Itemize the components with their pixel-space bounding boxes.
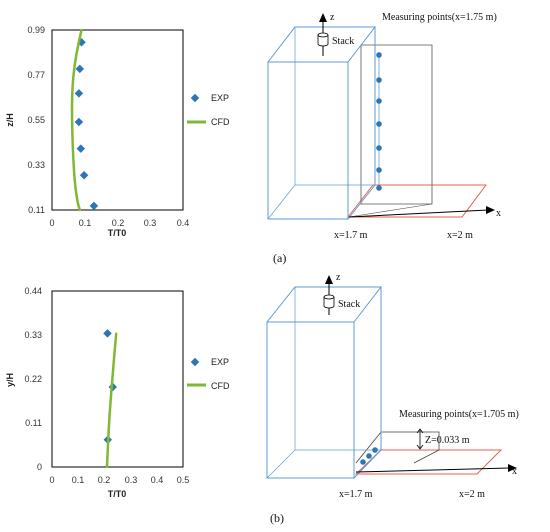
data-point-exp: [74, 89, 84, 98]
x-tick-labels: 0 0.1 0.2 0.3 0.4 0.5: [49, 475, 189, 485]
x-position-label-2: x=2 m: [459, 489, 485, 500]
measuring-points-label: Measuring points(x=1.705 m): [399, 409, 519, 420]
data-point-exp: [76, 144, 86, 153]
domain-diagram-b: z x Stack Z=0.033 m Measuring points(x=1…: [266, 272, 519, 525]
x-tick-label: 0.3: [144, 218, 157, 228]
x-axis-label: T/T0: [108, 489, 127, 499]
x-position-label-1: x=1.7 m: [339, 489, 373, 500]
data-point-exp: [89, 201, 99, 211]
y-tick-label: 0.33: [24, 330, 42, 340]
series-marks: [103, 329, 118, 469]
x-axis-arrow-icon: [508, 464, 517, 472]
z-axis-arrow-icon: [325, 275, 333, 284]
data-point-exp: [75, 64, 85, 74]
series-line-cfd: [70, 28, 83, 212]
y-tick-label: 0.11: [25, 418, 42, 428]
y-tick-label: 0.99: [27, 25, 45, 35]
x-axis: [348, 209, 489, 218]
stack-label: Stack: [338, 299, 360, 310]
z-axis-arrow-icon: [319, 13, 327, 22]
series-line-cfd: [105, 332, 118, 469]
y-tick-label: 0.77: [27, 70, 45, 80]
x-tick-label: 0.4: [177, 218, 190, 228]
measuring-points: [360, 447, 378, 465]
data-point-exp: [79, 170, 89, 180]
data-point-exp: [103, 329, 112, 338]
x-axis-label: T/T0: [108, 228, 127, 238]
stack-icon: [317, 32, 329, 47]
legend-exp-label: EXP: [211, 357, 229, 367]
legend: EXP CFD: [187, 357, 230, 391]
measuring-plane: [360, 44, 433, 205]
x-tick-label: 0.5: [177, 475, 190, 485]
y-tick-label: 0.33: [27, 160, 45, 170]
chart-a: 0.11 0.33 0.55 0.77 0.99 0 0.1 0.2 0.3 0…: [5, 25, 230, 238]
stack-icon: [323, 294, 335, 309]
y-axis-label: y/H: [5, 373, 15, 387]
y-tick-label: 0: [37, 462, 42, 472]
x-tick-label: 0: [49, 475, 54, 485]
measuring-points-label: Measuring points(x=1.75 m): [382, 12, 497, 23]
legend-cfd-label: CFD: [211, 381, 230, 391]
y-tick-labels: 0 0.11 0.22 0.33 0.44: [24, 286, 42, 472]
legend-exp-marker: [190, 93, 200, 103]
measuring-plane-edge: [348, 203, 433, 218]
x-position-label-2: x=2 m: [447, 230, 473, 241]
y-tick-label: 0.11: [28, 205, 45, 215]
floor-plate: [346, 184, 487, 218]
x-tick-label: 0: [49, 218, 54, 228]
stack-label: Stack: [332, 36, 354, 47]
x-axis-label: x: [496, 208, 501, 219]
x-tick-label: 0.2: [98, 475, 111, 485]
x-tick-label: 0.2: [112, 218, 125, 228]
z-dimension-marker: [416, 428, 424, 450]
z-axis-label: z: [330, 12, 335, 23]
data-point-exp: [74, 117, 84, 127]
x-tick-label: 0.3: [125, 475, 138, 485]
x-axis-label: x: [512, 466, 517, 477]
x-tick-label: 0.1: [72, 475, 85, 485]
building-box: [266, 286, 383, 479]
plot-area-frame: [51, 29, 184, 211]
x-tick-labels: 0 0.1 0.2 0.3 0.4: [49, 218, 189, 228]
legend: EXP CFD: [187, 93, 230, 127]
y-tick-label: 0.55: [27, 115, 45, 125]
measuring-points: [376, 52, 382, 191]
legend-exp-label: EXP: [211, 93, 229, 103]
legend-cfd-label: CFD: [211, 117, 230, 127]
z-axis-label: z: [336, 272, 341, 283]
x-tick-label: 0.1: [79, 218, 92, 228]
legend-exp-marker: [190, 357, 200, 367]
domain-diagram-a: z x Stack Measuring points(x=1.75 m) x=1…: [267, 12, 501, 265]
caption-b: (b): [270, 511, 284, 525]
z-dimension-label: Z=0.033 m: [425, 435, 470, 446]
y-tick-label: 0.22: [24, 374, 42, 384]
chart-b: 0 0.11 0.22 0.33 0.44 0 0.1 0.2 0.3 0.4 …: [5, 286, 230, 499]
y-tick-label: 0.44: [24, 286, 42, 296]
series-marks: [70, 28, 99, 212]
x-position-label-1: x=1.7 m: [334, 230, 368, 241]
building-box: [267, 26, 377, 220]
measuring-plane: [355, 431, 440, 464]
caption-a: (a): [273, 251, 286, 265]
x-axis: [355, 467, 511, 473]
plot-area-frame: [51, 290, 184, 468]
y-tick-labels: 0.11 0.33 0.55 0.77 0.99: [27, 25, 45, 215]
y-axis-label: z/H: [5, 113, 15, 127]
x-tick-label: 0.4: [151, 475, 164, 485]
x-axis-arrow-icon: [486, 206, 495, 214]
